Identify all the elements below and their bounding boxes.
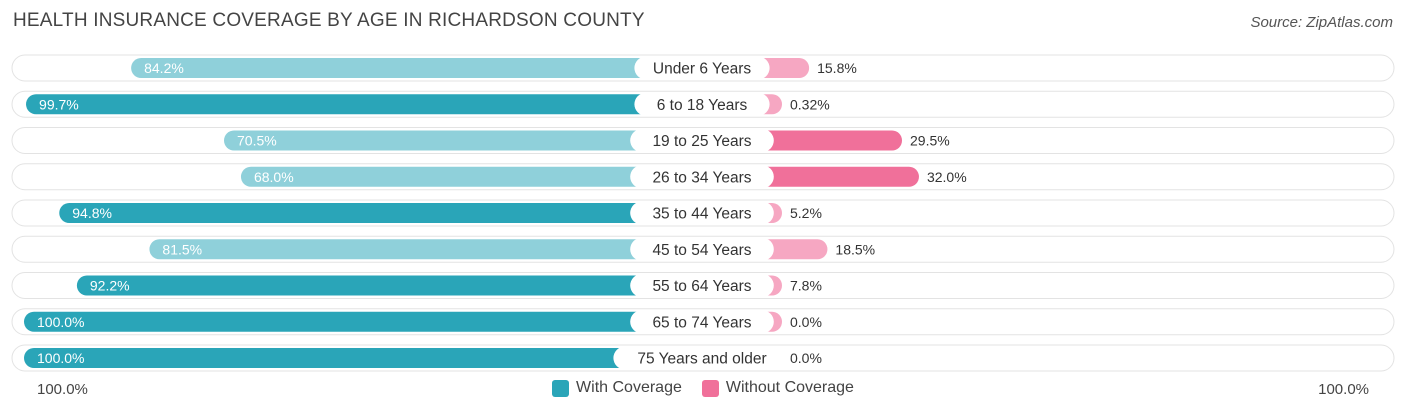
with-coverage-value-label: 84.2% (144, 60, 184, 76)
category-label: 45 to 54 Years (652, 242, 751, 259)
with-coverage-bar[interactable] (59, 203, 703, 223)
chart-area: 84.2% 15.8% Under 6 Years 99.7% 0.32% 6 to 18… (11, 54, 1395, 372)
with-coverage-value-label: 100.0% (37, 350, 84, 366)
without-coverage-value-label: 5.2% (790, 205, 822, 221)
bar-row-75-years-and-older: 100.0% 0.0% 75 Years and older (11, 344, 1395, 372)
category-label: Under 6 Years (653, 61, 751, 78)
category-label: 75 Years and older (637, 351, 766, 368)
legend-item-without-coverage[interactable]: Without Coverage (701, 379, 854, 397)
with-coverage-value-label: 94.8% (72, 205, 112, 221)
with-coverage-bar[interactable] (26, 94, 703, 115)
without-coverage-value-label: 7.8% (790, 278, 822, 294)
bar-row-6-to-18-years: 99.7% 0.32% 6 to 18 Years (11, 90, 1395, 118)
category-pill (630, 310, 774, 334)
with-coverage-bar[interactable] (24, 311, 702, 332)
bar-row-35-to-44-years: 94.8% 5.2% 35 to 44 Years (11, 199, 1395, 227)
category-pill (634, 92, 770, 116)
with-coverage-value-label: 81.5% (162, 241, 202, 257)
category-pill (613, 346, 791, 370)
without-coverage-value-label: 0.32% (790, 96, 830, 112)
with-coverage-value-label: 92.2% (90, 278, 130, 294)
category-label: 55 to 64 Years (652, 278, 751, 295)
bar-row-19-to-25-years: 70.5% 29.5% 19 to 25 Years (11, 127, 1395, 154)
bar-row-45-to-54-years: 81.5% 18.5% 45 to 54 Years (11, 235, 1395, 263)
without-coverage-value-label: 29.5% (910, 133, 950, 149)
category-pill (634, 56, 770, 80)
source-note: Source: ZipAtlas.com (1250, 14, 1393, 31)
bar-row-under-6-years: 84.2% 15.8% Under 6 Years (11, 54, 1395, 82)
legend-label-with-coverage: With Coverage (576, 379, 682, 396)
category-label: 19 to 25 Years (652, 133, 751, 150)
with-coverage-bar[interactable] (131, 58, 702, 78)
with-coverage-value-label: 70.5% (237, 133, 277, 149)
category-pill (630, 237, 774, 261)
without-coverage-value-label: 15.8% (817, 60, 857, 76)
category-label: 6 to 18 Years (657, 97, 748, 114)
bar-row-65-to-74-years: 100.0% 0.0% 65 to 74 Years (11, 308, 1395, 336)
legend-swatch-without-coverage (701, 379, 719, 397)
with-coverage-bar[interactable] (224, 130, 702, 151)
chart-title: HEALTH INSURANCE COVERAGE BY AGE IN RICH… (13, 10, 645, 31)
without-coverage-value-label: 0.0% (790, 350, 822, 366)
legend-item-with-coverage[interactable]: With Coverage (552, 379, 682, 397)
category-label: 26 to 34 Years (652, 169, 751, 186)
category-pill (630, 129, 774, 152)
with-coverage-bar[interactable] (149, 239, 702, 260)
with-coverage-bar[interactable] (24, 348, 702, 368)
legend-swatch-with-coverage (552, 379, 570, 397)
with-coverage-value-label: 100.0% (37, 314, 84, 330)
without-coverage-value-label: 0.0% (790, 314, 822, 330)
legend-label-without-coverage: Without Coverage (725, 379, 854, 396)
bar-row-26-to-34-years: 68.0% 32.0% 26 to 34 Years (11, 163, 1395, 191)
without-coverage-value-label: 18.5% (835, 241, 875, 257)
category-label: 65 to 74 Years (652, 314, 751, 331)
with-coverage-bar[interactable] (240, 166, 702, 187)
category-pill (630, 165, 774, 189)
with-coverage-value-label: 68.0% (254, 169, 294, 185)
category-pill (630, 274, 774, 297)
bar-row-55-to-64-years: 92.2% 7.8% 55 to 64 Years (11, 272, 1395, 299)
without-coverage-value-label: 32.0% (927, 169, 967, 185)
axis-left-label: 100.0% (37, 381, 88, 398)
category-pill (630, 201, 774, 225)
with-coverage-value-label: 99.7% (39, 96, 79, 112)
with-coverage-bar[interactable] (76, 275, 702, 296)
category-label: 35 to 44 Years (652, 206, 751, 223)
legend: With Coverage Without Coverage (0, 379, 1406, 397)
axis-right-label: 100.0% (1318, 381, 1369, 398)
